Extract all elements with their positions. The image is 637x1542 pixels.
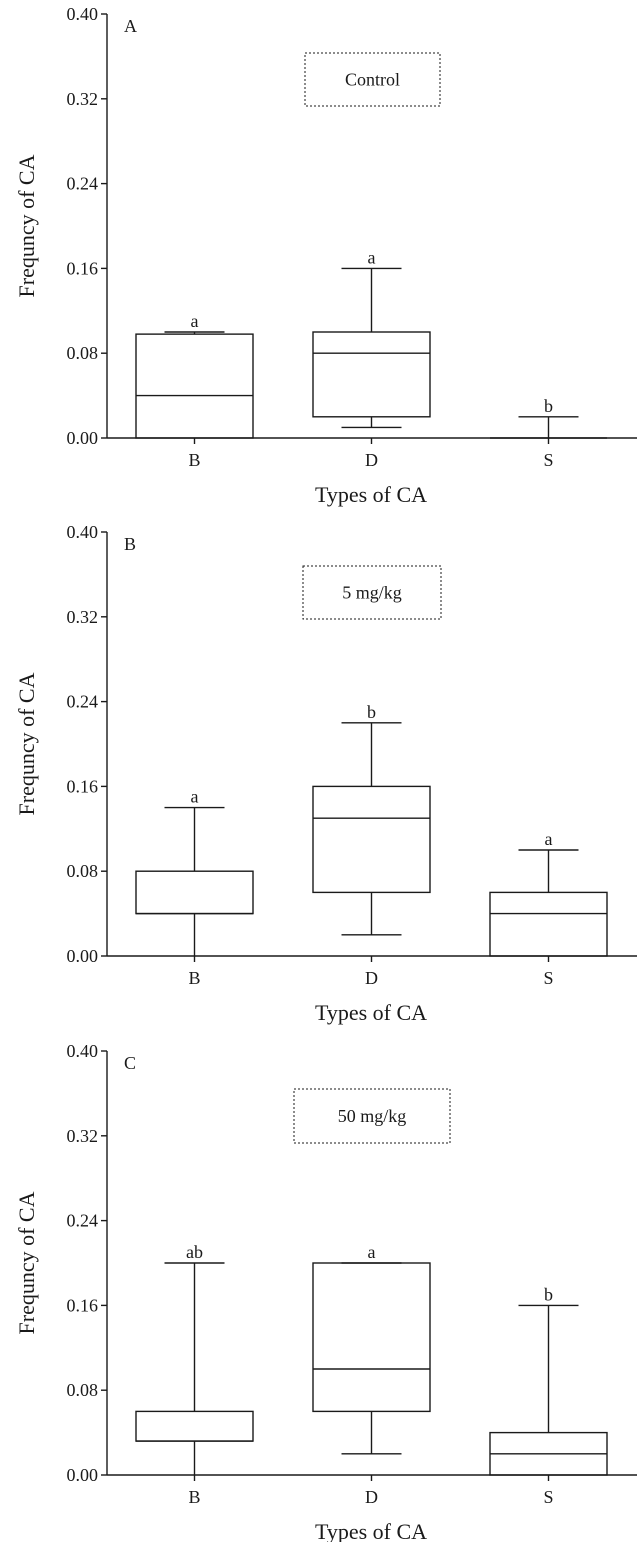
iqr-box (312, 331, 431, 418)
iqr-box (312, 1262, 431, 1413)
x-tick-label: S (543, 968, 553, 988)
iqr-box (135, 1410, 254, 1442)
panel-label: A (124, 16, 137, 36)
x-tick-label: B (188, 1487, 200, 1507)
iqr-box (135, 870, 254, 915)
iqr-box (489, 891, 608, 957)
x-tick-label: D (365, 1487, 378, 1507)
y-tick-label: 0.32 (67, 607, 99, 627)
treatment-legend-box (293, 1088, 451, 1144)
treatment-label: 50 mg/kg (338, 1106, 407, 1126)
box-b: a (135, 787, 254, 956)
y-tick-label: 0.40 (67, 522, 99, 542)
box-b: ab (135, 1242, 254, 1475)
x-tick-label: S (543, 450, 553, 470)
panel-label: B (124, 534, 136, 554)
panel-c: 0.00 0.08 0.16 0.24 0.32 0.40 Frequncy of CA C 5… (14, 1041, 637, 1542)
significance-letter: b (544, 396, 553, 416)
iqr-box (312, 785, 431, 894)
y-axis-label: Frequncy of CA (14, 672, 39, 815)
significance-letter: a (191, 787, 199, 807)
y-tick-label: 0.16 (67, 258, 99, 278)
y-tick-label: 0.16 (67, 776, 99, 796)
x-tick-label: B (188, 968, 200, 988)
box-s: a (489, 829, 608, 957)
treatment-label: 5 mg/kg (342, 583, 402, 603)
panel-label: C (124, 1053, 136, 1073)
y-tick-label: 0.16 (67, 1295, 99, 1315)
panel-a: 0.00 0.08 0.16 0.24 0.32 0.40 Frequncy of CA A C… (14, 4, 637, 507)
y-tick-label: 0.40 (67, 4, 99, 24)
box-d: a (312, 247, 431, 429)
y-tick-label: 0.00 (67, 428, 99, 448)
box-d: b (312, 702, 431, 936)
x-tick-label: S (543, 1487, 553, 1507)
significance-letter: a (191, 311, 199, 331)
significance-letter: a (368, 247, 376, 267)
y-tick-label: 0.32 (67, 89, 99, 109)
x-axis-label: Types of CA (315, 1519, 427, 1542)
y-axis-label: Frequncy of CA (14, 1191, 39, 1334)
box-b: a (135, 311, 254, 439)
iqr-box (135, 333, 254, 439)
y-tick-label: 0.24 (67, 174, 99, 194)
y-tick-label: 0.00 (67, 1465, 99, 1485)
x-tick-label: D (365, 450, 378, 470)
significance-letter: ab (186, 1242, 203, 1262)
significance-letter: b (544, 1284, 553, 1304)
significance-letter: a (545, 829, 553, 849)
significance-letter: a (368, 1242, 376, 1262)
y-tick-label: 0.24 (67, 1211, 99, 1231)
panel-b: 0.00 0.08 0.16 0.24 0.32 0.40 Frequncy of CA B 5… (14, 522, 637, 1025)
y-tick-label: 0.08 (67, 343, 99, 363)
y-tick-label: 0.24 (67, 692, 99, 712)
y-tick-label: 0.08 (67, 861, 99, 881)
y-tick-label: 0.00 (67, 946, 99, 966)
x-tick-label: B (188, 450, 200, 470)
box-s: b (490, 396, 607, 439)
x-axis-label: Types of CA (315, 1000, 427, 1025)
y-axis-label: Frequncy of CA (14, 154, 39, 297)
x-tick-label: D (365, 968, 378, 988)
significance-letter: b (367, 702, 376, 722)
y-tick-label: 0.08 (67, 1380, 99, 1400)
treatment-legend-box (302, 565, 442, 620)
treatment-legend-box (304, 52, 441, 107)
treatment-label: Control (345, 70, 400, 90)
x-axis-label: Types of CA (315, 482, 427, 507)
box-s: b (489, 1284, 608, 1476)
box-d: a (312, 1242, 431, 1455)
y-tick-label: 0.40 (67, 1041, 99, 1061)
y-tick-label: 0.32 (67, 1126, 99, 1146)
